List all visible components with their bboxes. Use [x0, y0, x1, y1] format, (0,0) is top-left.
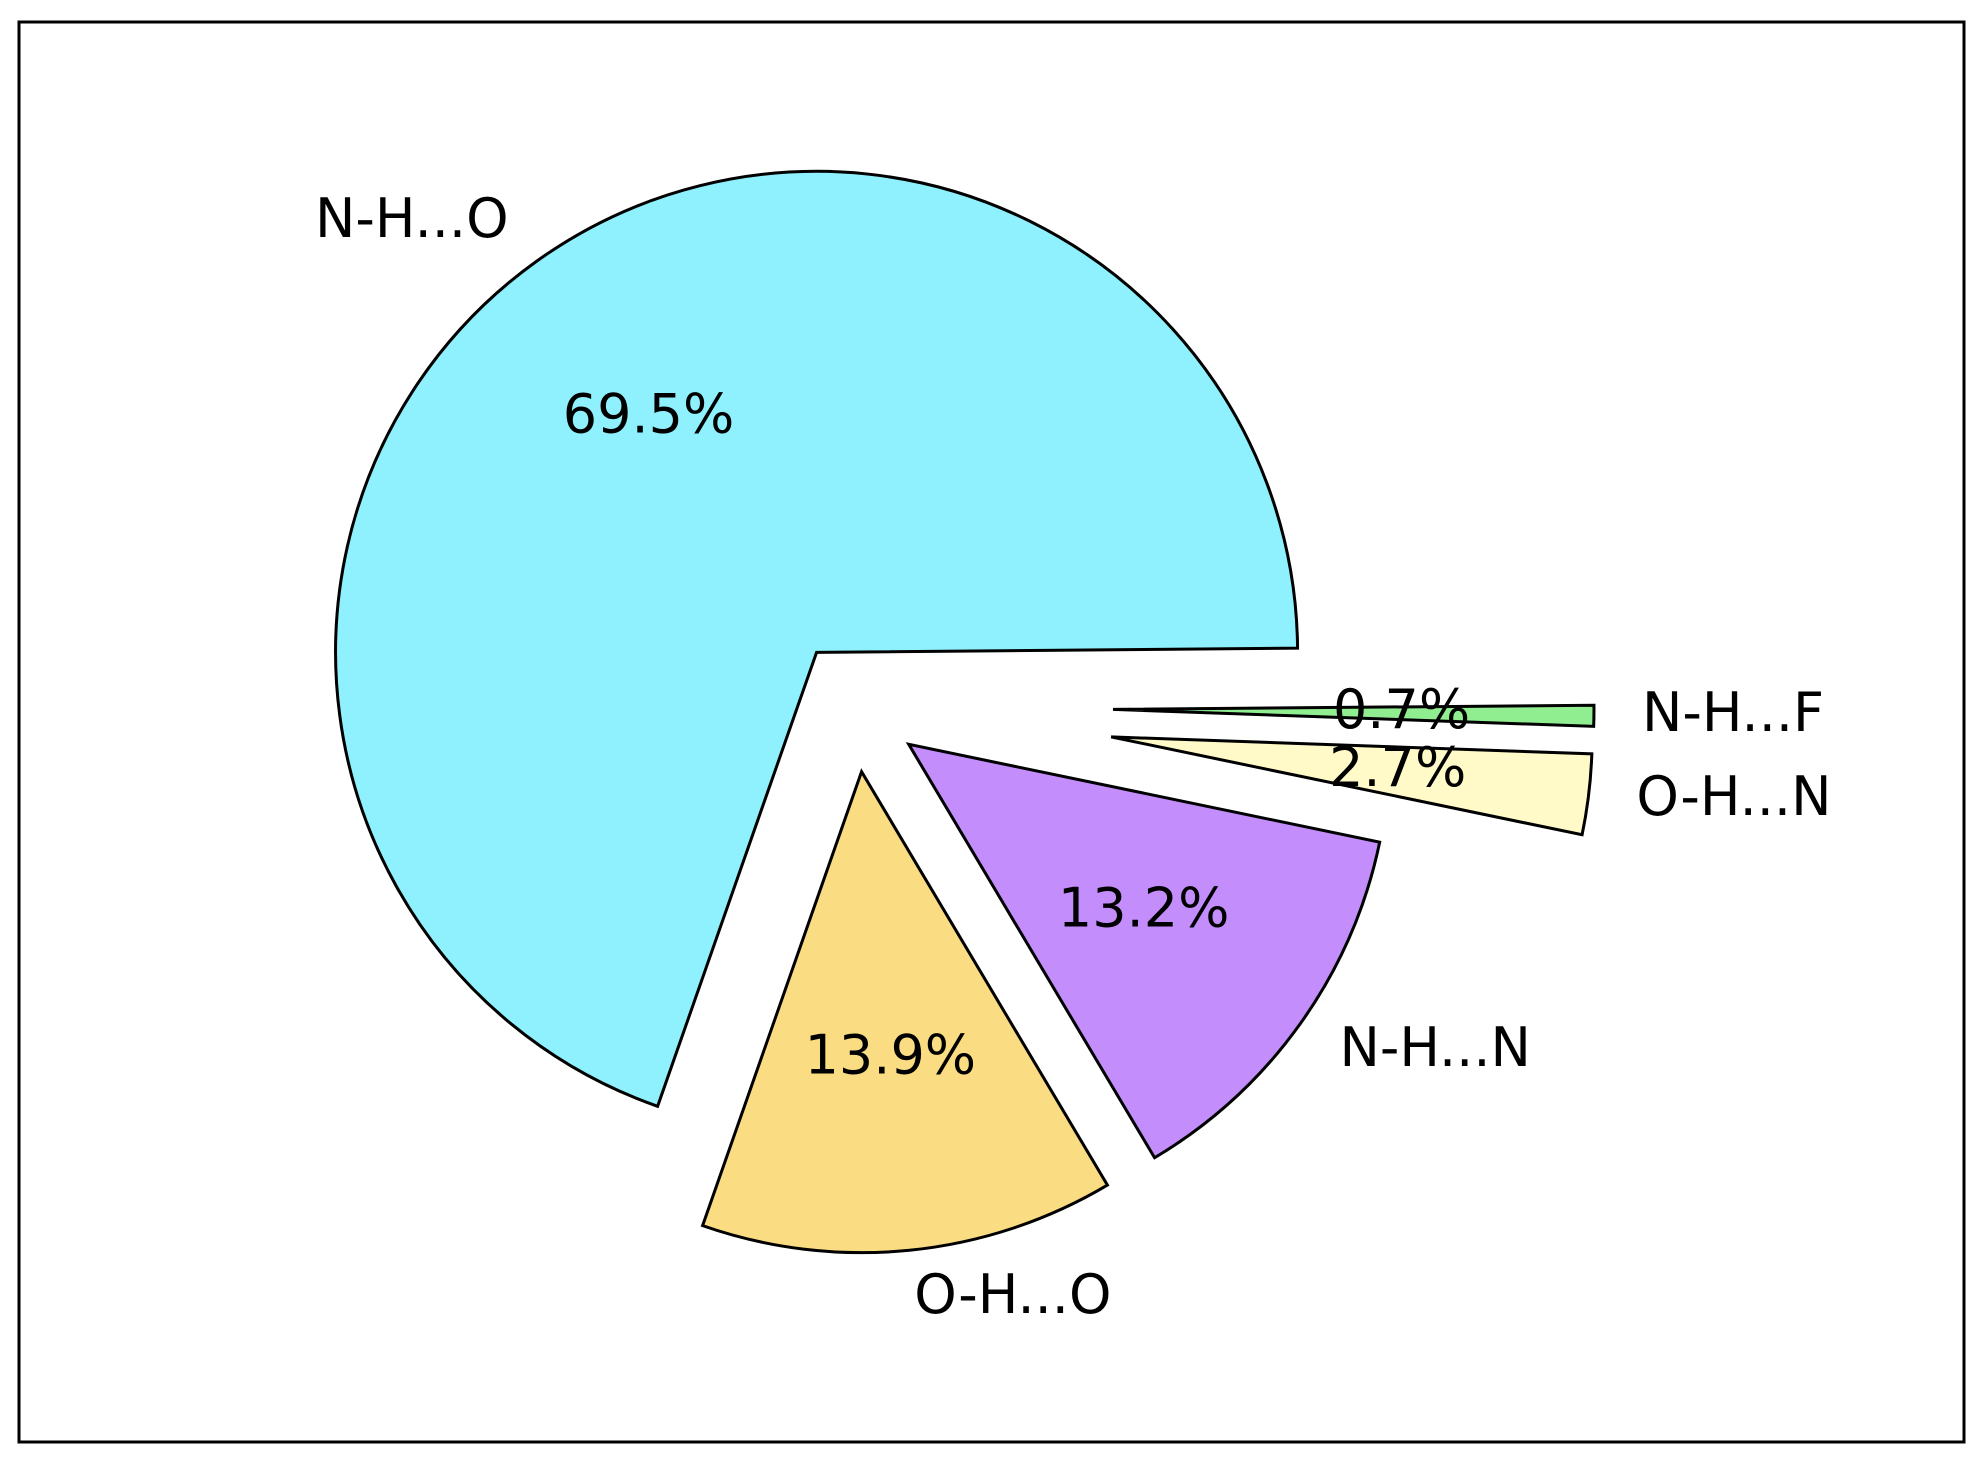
- pie-slice: [1110, 735, 1594, 837]
- slice-label: N-H...F: [1642, 681, 1824, 744]
- value-label: 0.7%: [1333, 678, 1470, 741]
- pie-slice: [334, 169, 1300, 1109]
- slice-label: O-H...O: [914, 1263, 1111, 1326]
- slice-label: N-H...N: [1339, 1016, 1530, 1079]
- value-label: 13.9%: [805, 1023, 977, 1086]
- value-label: 2.7%: [1329, 736, 1466, 799]
- pie-slice: [1112, 703, 1596, 728]
- pie-slice: [700, 768, 1110, 1255]
- value-label: 69.5%: [563, 382, 735, 445]
- slice-label: N-H...O: [315, 187, 509, 250]
- slice-label: O-H...N: [1636, 765, 1831, 828]
- value-label: 13.2%: [1058, 877, 1230, 940]
- pie-slice: [905, 742, 1382, 1160]
